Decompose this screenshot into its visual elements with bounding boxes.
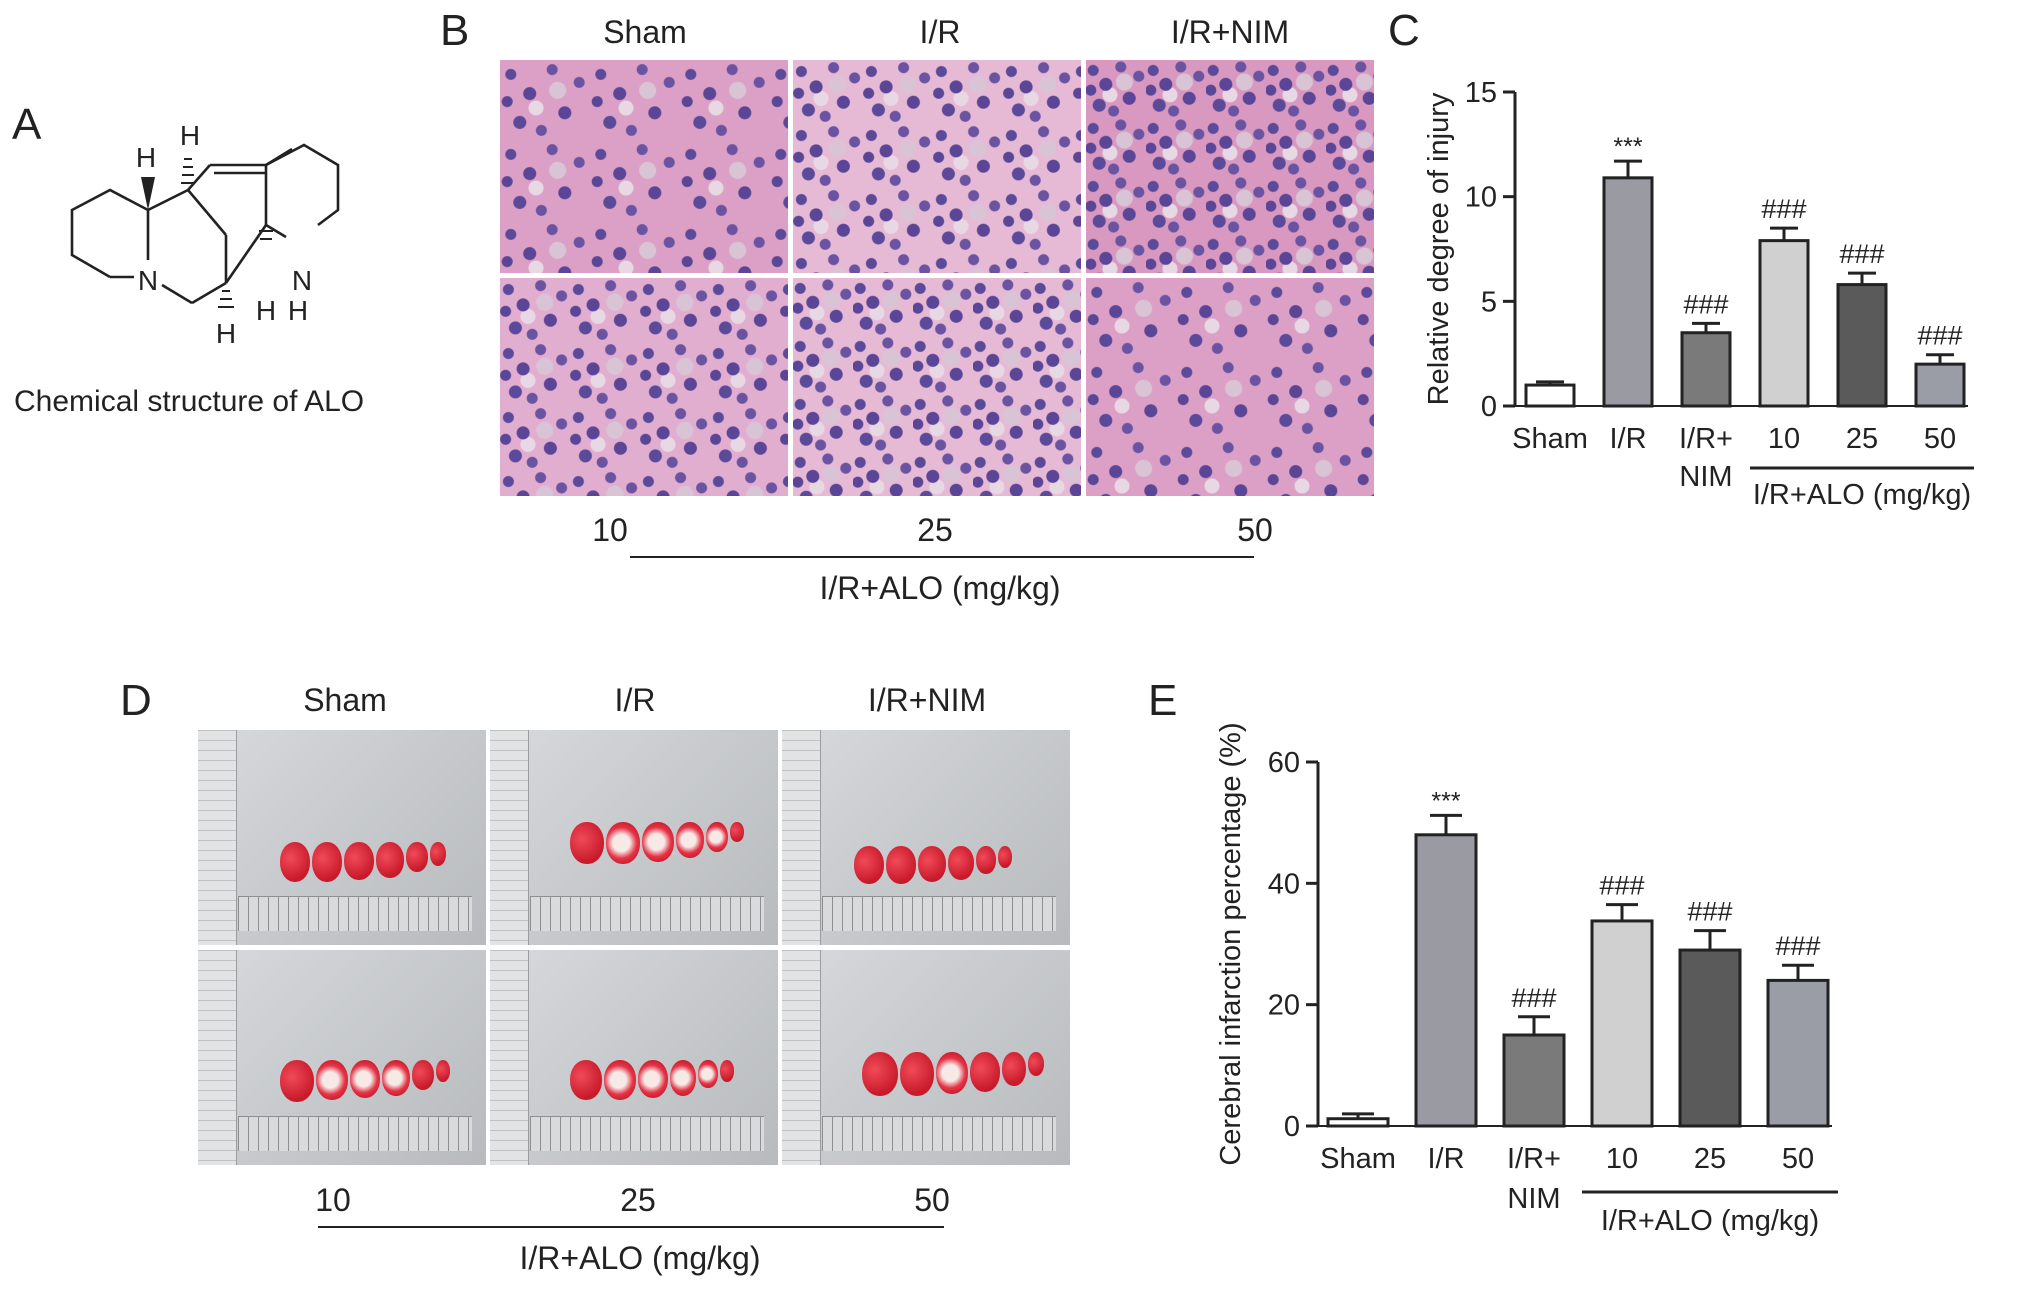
x-category-label: 25: [1846, 423, 1878, 455]
ttc-label-ir: I/R: [614, 682, 656, 718]
atom-n1: N: [138, 265, 158, 296]
alo-chemical-structure: H H N N H H H: [70, 120, 340, 349]
panel-letter-e: E: [1148, 676, 1178, 725]
ttc-label-sham: Sham: [303, 682, 387, 718]
atom-h3: H: [288, 295, 308, 326]
he-label-sham: Sham: [603, 14, 687, 50]
he-group-line: [630, 556, 1254, 558]
he-image-alo-25: [793, 278, 1081, 496]
x-category-label: 10: [1768, 423, 1800, 455]
bar-1: [1524, 383, 1576, 408]
ttc-photo-alo-25: [490, 950, 778, 1165]
bar-3: [1680, 331, 1732, 408]
ttc-photo-ir-nim: [782, 730, 1070, 945]
group-label: I/R+ALO (mg/kg): [1753, 479, 1971, 511]
ttc-label-ir-nim: I/R+NIM: [867, 682, 987, 718]
significance-label: ***: [1613, 133, 1642, 161]
he-group-label: I/R+ALO (mg/kg): [819, 570, 1061, 606]
y-tick-label: 5: [1481, 286, 1497, 318]
x-category-label: 10: [1606, 1143, 1638, 1175]
ttc-photo-ir: [490, 730, 778, 945]
significance-label: ###: [1775, 931, 1820, 961]
significance-label: ###: [1761, 194, 1806, 224]
bar-2: [1602, 176, 1654, 408]
atom-h5: H: [216, 318, 236, 349]
panel-letter-b: B: [440, 6, 470, 55]
significance-label: ###: [1687, 897, 1732, 927]
ttc-label-alo-25: 25: [620, 1182, 656, 1218]
y-tick-label: 0: [1284, 1111, 1300, 1143]
x-category-label: Sham: [1512, 423, 1588, 455]
x-category-label: I/R+: [1507, 1143, 1561, 1175]
atom-h1: H: [136, 142, 156, 173]
significance-label: ###: [1683, 289, 1728, 319]
atom-h2: H: [180, 120, 200, 151]
ttc-photo-sham: [198, 730, 486, 945]
panel-letter-d: D: [120, 676, 152, 725]
y-axis-label: Relative degree of injury: [1423, 92, 1455, 405]
ttc-photo-alo-10: [198, 950, 486, 1165]
ttc-group-label: I/R+ALO (mg/kg): [519, 1240, 761, 1276]
bar-5: [1836, 283, 1888, 408]
bar-4: [1590, 919, 1654, 1128]
he-label-ir: I/R: [919, 14, 961, 50]
group-label: I/R+ALO (mg/kg): [1601, 1205, 1819, 1237]
x-category-label: 25: [1694, 1143, 1726, 1175]
y-tick-label: 40: [1268, 868, 1300, 900]
he-label-alo-10: 10: [592, 512, 628, 548]
he-image-ir-nim: [1086, 60, 1374, 273]
he-label-alo-50: 50: [1237, 512, 1273, 548]
y-axis-label: Cerebral infarction percentage (%): [1215, 722, 1247, 1165]
bar-3: [1502, 1033, 1566, 1128]
he-label-ir-nim: I/R+NIM: [1170, 14, 1290, 50]
he-label-alo-25: 25: [917, 512, 953, 548]
significance-label: ###: [1917, 321, 1962, 351]
chart-c-relative-injury: 0 5 10 15 Relative degree of injury Sham *** I/…: [1423, 77, 1974, 511]
x-category-label: I/R: [1427, 1143, 1464, 1175]
x-category-label: I/R: [1609, 423, 1646, 455]
x-category-label: 50: [1782, 1143, 1814, 1175]
atom-h4: H: [256, 295, 276, 326]
significance-label: ###: [1511, 983, 1556, 1013]
significance-label: ###: [1839, 239, 1884, 269]
y-tick-label: 0: [1481, 391, 1497, 423]
structure-caption: Chemical structure of ALO: [14, 385, 365, 418]
ttc-group-line: [318, 1226, 944, 1228]
x-category-label: I/R+: [1679, 423, 1733, 455]
he-image-alo-50: [1086, 278, 1374, 496]
bar-1: [1326, 1117, 1390, 1128]
bar-4: [1758, 239, 1810, 408]
ttc-label-alo-50: 50: [914, 1182, 950, 1218]
he-image-alo-10: [500, 278, 788, 496]
significance-label: ###: [1599, 871, 1644, 901]
x-category-label: Sham: [1320, 1143, 1396, 1175]
bar-6: [1914, 362, 1966, 408]
y-tick-label: 20: [1268, 990, 1300, 1022]
bar-2: [1414, 833, 1478, 1128]
significance-label: ***: [1431, 787, 1460, 815]
panel-letter-c: C: [1388, 6, 1420, 55]
bar-6: [1766, 978, 1830, 1128]
bar-5: [1678, 948, 1742, 1128]
y-tick-label: 15: [1465, 77, 1497, 109]
x-category-label: NIM: [1507, 1183, 1560, 1215]
chart-e-infarction-percentage: 0 20 40 60 Cerebral infarction percentage (%…: [1215, 722, 1838, 1237]
x-category-label: NIM: [1679, 461, 1732, 493]
y-tick-label: 10: [1465, 182, 1497, 214]
ttc-label-alo-10: 10: [315, 1182, 351, 1218]
y-tick-label: 60: [1268, 747, 1300, 779]
atom-n2: N: [292, 265, 312, 296]
he-image-ir: [793, 60, 1081, 273]
he-image-sham: [500, 60, 788, 273]
x-category-label: 50: [1924, 423, 1956, 455]
ttc-photo-alo-50: [782, 950, 1070, 1165]
panel-letter-a: A: [12, 100, 42, 149]
